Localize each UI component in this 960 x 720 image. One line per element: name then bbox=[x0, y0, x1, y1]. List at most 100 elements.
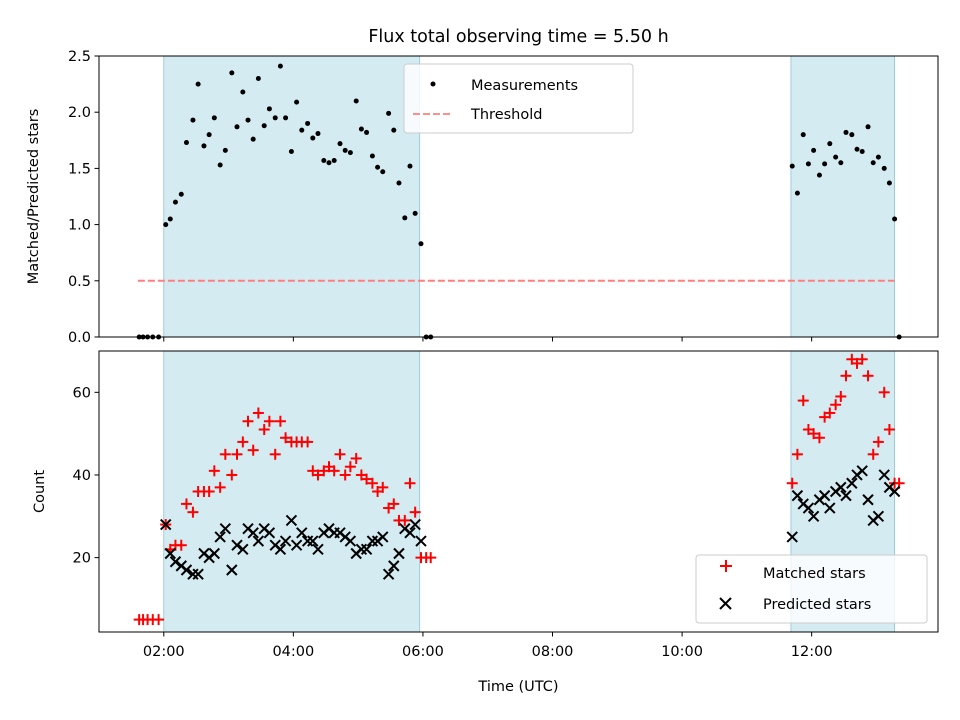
measurement-point bbox=[294, 99, 300, 105]
matched-star-point bbox=[791, 448, 803, 460]
bottom-panel: 20 40 60 02:00 04:00 06:00 08:00 10:00 12:00 Ti… bbox=[32, 350, 939, 695]
y-tick-label: 20 bbox=[73, 551, 91, 567]
matched-star-point bbox=[180, 498, 192, 510]
measurement-point bbox=[261, 123, 267, 129]
measurement-point bbox=[234, 124, 240, 130]
matched-star-point bbox=[840, 370, 852, 382]
measurement-point bbox=[347, 150, 353, 156]
predicted-star-point bbox=[307, 535, 319, 547]
measurement-point bbox=[222, 147, 228, 153]
top-axes-frame bbox=[98, 55, 939, 338]
predicted-star-point bbox=[301, 535, 314, 547]
matched-star-point bbox=[409, 506, 421, 518]
measurement-point bbox=[375, 164, 381, 170]
y-tick-label: 60 bbox=[73, 385, 91, 401]
predicted-star-point bbox=[846, 477, 858, 489]
matched-star-point bbox=[237, 436, 249, 448]
measurement-point bbox=[794, 190, 800, 196]
x-tick-label: 06:00 bbox=[402, 644, 444, 660]
measurement-point bbox=[172, 199, 178, 205]
matched-star-point bbox=[269, 448, 281, 460]
legend-matched-marker bbox=[720, 560, 732, 572]
predicted-star-point bbox=[856, 465, 868, 477]
measurement-point bbox=[412, 210, 418, 216]
predicted-star-point bbox=[818, 489, 831, 502]
measurement-point bbox=[255, 75, 261, 81]
predicted-star-point bbox=[160, 518, 172, 531]
matched-star-point bbox=[312, 469, 324, 481]
measurement-point bbox=[299, 127, 305, 133]
measurement-point bbox=[183, 140, 189, 146]
measurement-point bbox=[217, 162, 223, 168]
x-tick-label: 08:00 bbox=[532, 644, 574, 660]
matched-star-point bbox=[856, 353, 868, 365]
predicted-star-point bbox=[382, 568, 395, 580]
bottom-y-ticks: 20 40 60 bbox=[73, 385, 99, 567]
matched-star-point bbox=[175, 539, 187, 551]
measurement-point bbox=[305, 120, 311, 126]
measurement-point bbox=[266, 106, 272, 112]
measurement-point bbox=[326, 160, 332, 166]
measurement-point bbox=[277, 63, 283, 69]
predicted-star-point bbox=[872, 510, 885, 523]
predicted-star-point bbox=[263, 527, 276, 539]
measurement-point bbox=[245, 117, 251, 123]
predicted-star-point bbox=[231, 539, 243, 551]
measurement-point bbox=[391, 127, 397, 133]
legend-measurements-marker bbox=[430, 81, 436, 87]
measurement-point bbox=[833, 154, 839, 160]
measurement-point bbox=[167, 216, 173, 222]
matched-star-point bbox=[252, 407, 264, 419]
matched-star-point bbox=[862, 370, 874, 382]
measurement-point bbox=[870, 160, 876, 166]
measurement-point bbox=[865, 124, 871, 130]
measurement-point bbox=[240, 89, 246, 95]
y-tick-label: 2.5 bbox=[68, 49, 91, 65]
matched-star-point bbox=[377, 481, 389, 493]
x-tick-label: 04:00 bbox=[272, 644, 314, 660]
predicted-star-point bbox=[237, 543, 249, 556]
measurement-point bbox=[859, 149, 865, 155]
measurement-point bbox=[811, 147, 817, 153]
bottom-legend: Matched stars Predicted stars bbox=[695, 554, 928, 624]
matched-star-point bbox=[388, 498, 400, 510]
matched-star-point bbox=[830, 399, 842, 411]
matched-star-point bbox=[302, 436, 314, 448]
matched-star-point bbox=[344, 461, 356, 473]
measurement-point bbox=[250, 136, 256, 142]
bottom-axes-frame bbox=[98, 350, 939, 633]
matched-star-point bbox=[263, 415, 275, 427]
measurement-point bbox=[337, 141, 343, 147]
predicted-star-point bbox=[344, 535, 357, 547]
measurement-point bbox=[229, 70, 235, 76]
matched-star-point bbox=[361, 473, 373, 485]
measurement-point bbox=[342, 147, 348, 153]
top-legend-box bbox=[403, 63, 634, 134]
measurement-point bbox=[310, 135, 316, 141]
matched-star-point bbox=[883, 424, 895, 436]
matched-star-point bbox=[366, 477, 378, 489]
measurement-point bbox=[822, 161, 828, 167]
predicted-star-point bbox=[312, 543, 324, 556]
predicted-star-point bbox=[180, 564, 193, 576]
shaded-interval bbox=[163, 55, 421, 338]
matched-star-point bbox=[153, 614, 165, 626]
measurement-point bbox=[800, 132, 806, 138]
measurement-point bbox=[358, 126, 364, 132]
predicted-star-point bbox=[169, 556, 182, 568]
measurement-point bbox=[163, 222, 169, 228]
measurement-point bbox=[838, 160, 844, 166]
top-x-ticks bbox=[163, 337, 813, 342]
predicted-star-point bbox=[192, 568, 204, 580]
measurement-point bbox=[364, 129, 370, 135]
measurement-point bbox=[396, 180, 402, 186]
predicted-star-point bbox=[393, 547, 405, 560]
measurement-point bbox=[402, 215, 408, 221]
y-tick-label: 40 bbox=[73, 468, 91, 484]
measurement-point bbox=[875, 154, 881, 160]
predicted-star-point bbox=[252, 535, 265, 547]
matched-star-point bbox=[872, 436, 884, 448]
measurement-point bbox=[816, 172, 822, 178]
measurement-point bbox=[178, 191, 184, 197]
